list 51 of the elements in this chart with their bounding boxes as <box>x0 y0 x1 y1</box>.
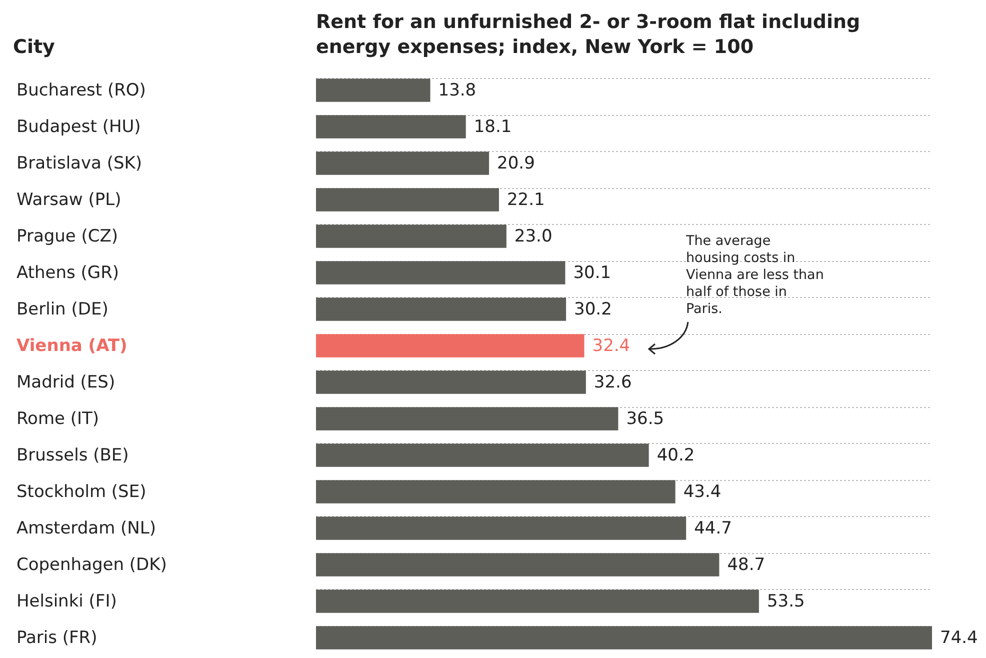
bar <box>316 188 499 212</box>
y-tick-label: Budapest (HU) <box>16 116 141 137</box>
data-label: 22.1 <box>506 190 545 210</box>
y-tick-label: Paris (FR) <box>16 628 98 648</box>
bar <box>316 480 676 504</box>
data-label: 36.5 <box>626 408 664 429</box>
bar <box>316 334 584 358</box>
bar <box>316 590 759 613</box>
bar <box>316 444 649 467</box>
y-tick-label: Athens (GR) <box>16 262 120 283</box>
y-tick-label: Stockholm (SE) <box>16 482 146 502</box>
data-label: 30.2 <box>574 299 612 320</box>
data-label: 40.2 <box>656 445 695 466</box>
chart-title: Rent for an unfurnished 2- or 3-room flat including energy expenses; index, New York = 100 <box>316 10 862 60</box>
bar <box>316 261 566 284</box>
data-label: 48.7 <box>727 554 766 575</box>
bar <box>316 370 586 394</box>
data-label: 74.4 <box>940 628 978 648</box>
y-tick-label: Brussels (BE) <box>16 445 129 466</box>
data-label: 18.1 <box>474 116 512 137</box>
y-tick-label: Prague (CZ) <box>16 226 118 246</box>
bar <box>316 224 506 248</box>
y-tick-label: Rome (IT) <box>16 408 100 429</box>
y-tick-label: Amsterdam (NL) <box>16 518 156 538</box>
bar <box>316 553 720 576</box>
data-label: 32.6 <box>594 372 632 392</box>
data-label: 30.1 <box>573 262 612 283</box>
bar <box>316 298 566 321</box>
y-tick-label: Madrid (ES) <box>16 372 116 392</box>
y-tick-label: Berlin (DE) <box>16 299 108 320</box>
bar <box>316 115 466 138</box>
y-axis-title: City <box>13 36 55 58</box>
annotation: The average housing costs in Vienna are less than half of those in Paris. <box>686 233 825 318</box>
data-label: 32.4 <box>592 336 630 356</box>
data-label: 23.0 <box>514 226 552 246</box>
y-tick-label: Vienna (AT) <box>16 336 128 356</box>
y-tick-label: Helsinki (FI) <box>16 591 117 612</box>
data-label: 53.5 <box>766 591 805 612</box>
bar <box>316 78 430 102</box>
y-tick-label: Warsaw (PL) <box>16 190 122 210</box>
bar <box>316 516 686 540</box>
data-label: 20.9 <box>497 153 535 174</box>
data-label: 43.4 <box>683 482 722 502</box>
bar <box>316 152 490 175</box>
y-tick-label: Bratislava (SK) <box>16 153 142 174</box>
bar <box>316 407 618 430</box>
y-tick-label: Bucharest (RO) <box>16 80 146 100</box>
y-tick-label: Copenhagen (DK) <box>16 554 167 575</box>
bar <box>316 626 932 650</box>
data-label: 13.8 <box>438 80 476 100</box>
data-label: 44.7 <box>694 518 732 538</box>
